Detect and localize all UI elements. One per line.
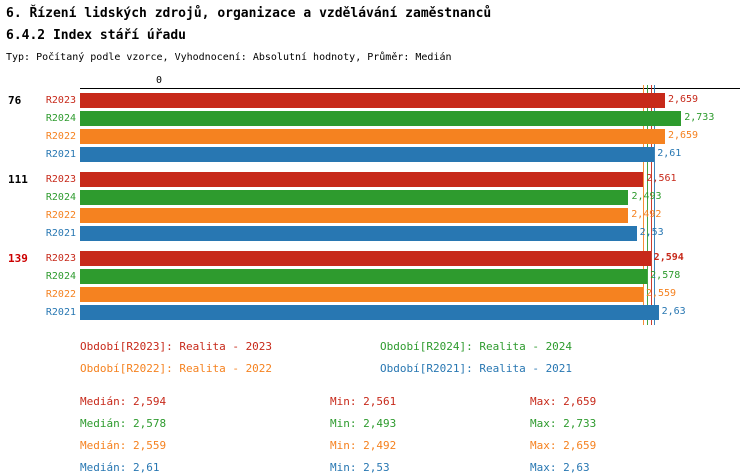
bar-track: 2,63 [80,304,740,320]
bar-111-r2022 [80,207,629,223]
chart-subtitle: 6.4.2 Index stáří úřadu [6,28,187,43]
bar-row: 111 R2023 2,561 [0,170,750,188]
series-label: R2023 [45,94,76,106]
series-label: R2023 [45,173,76,185]
bar-row: R2022 2,559 [0,285,750,303]
legend-item-r2022: Období[R2022]: Realita - 2022 [80,362,273,375]
bar-row: R2021 2,53 [0,224,750,242]
bar-value-label: 2,659 [667,93,699,105]
bar-value-label: 2,61 [657,147,682,159]
bar-track: 2,53 [80,225,740,241]
stat-max-r2021: Max: 2,63 [530,461,590,474]
bar-row: R2022 2,659 [0,127,750,145]
bar-track: 2,492 [80,207,740,223]
series-label: R2023 [45,252,76,264]
stat-median-r2024: Medián: 2,578 [80,417,167,430]
bar-track: 2,659 [80,128,740,144]
stat-min-r2024: Min: 2,493 [330,417,397,430]
bar-139-r2022 [80,286,643,302]
legend: Období[R2023]: Realita - 2023 Období[R20… [80,339,700,376]
bar-track: 2,559 [80,286,740,302]
legend-item-r2023: Období[R2023]: Realita - 2023 [80,340,273,353]
series-label: R2022 [45,130,76,142]
x-axis-line [80,88,740,89]
stat-median-r2022: Medián: 2,559 [80,439,167,452]
stats-table: Medián: 2,594 Min: 2,561 Max: 2,659 Medi… [80,394,740,475]
bar-139-r2023 [80,250,651,266]
stat-median-r2021: Medián: 2,61 [80,461,160,474]
bar-track: 2,61 [80,146,740,162]
bar-value-label: 2,53 [639,226,664,238]
stat-min-r2021: Min: 2,53 [330,461,390,474]
bar-row: R2021 2,61 [0,145,750,163]
stat-max-r2023: Max: 2,659 [530,395,597,408]
bar-value-label: 2,492 [631,208,662,220]
x-axis-origin-label: 0 [156,75,163,86]
series-label: R2021 [45,306,76,318]
bar-111-r2024 [80,189,629,205]
bar-row: R2024 2,733 [0,109,750,127]
bar-row: 139 R2023 2,594 [0,249,750,267]
bar-row: R2024 2,578 [0,267,750,285]
series-label: R2024 [45,270,76,282]
series-label: R2024 [45,112,76,124]
page-title: 6. Řízení lidských zdrojů, organizace a … [6,6,492,21]
bar-value-label: 2,559 [645,287,677,299]
series-label: R2021 [45,148,76,160]
bar-value-label: 2,63 [661,305,686,317]
bar-111-r2021 [80,225,637,241]
stat-max-r2022: Max: 2,659 [530,439,597,452]
bar-76-r2021 [80,146,655,162]
bar-139-r2024 [80,268,648,284]
bar-value-label: 2,561 [646,172,677,184]
bar-row: R2021 2,63 [0,303,750,321]
group-label: 111 [8,172,28,186]
bar-row: R2024 2,493 [0,188,750,206]
bar-track: 2,733 [80,110,740,126]
chart-header: 6. Řízení lidských zdrojů, organizace a … [6,6,491,63]
bar-row: 76 R2023 2,659 [0,91,750,109]
bar-value-label: 2,594 [653,251,684,263]
bar-76-r2022 [80,128,665,144]
series-label: R2022 [45,288,76,300]
series-label: R2021 [45,227,76,239]
series-label: R2024 [45,191,76,203]
bar-value-label: 2,733 [684,111,715,123]
bar-value-label: 2,493 [631,190,662,202]
bar-track: 2,594 [80,250,740,266]
plot-area: 76 R2023 2,659 R2024 2,733 R2022 2,659 R2021 2,6… [0,91,750,321]
bar-track: 2,561 [80,171,740,187]
stat-max-r2024: Max: 2,733 [530,417,597,430]
bar-76-r2024 [80,110,682,126]
bar-76-r2023 [80,92,665,108]
series-label: R2022 [45,209,76,221]
bar-value-label: 2,659 [667,129,699,141]
bar-111-r2023 [80,171,644,187]
bar-track: 2,578 [80,268,740,284]
legend-item-r2024: Období[R2024]: Realita - 2024 [380,340,573,353]
group-label: 139 [8,251,28,265]
stat-median-r2023: Medián: 2,594 [80,395,167,408]
stat-min-r2022: Min: 2,492 [330,439,397,452]
bar-track: 2,493 [80,189,740,205]
bar-track: 2,659 [80,92,740,108]
group-label: 76 [8,93,22,107]
bar-row: R2022 2,492 [0,206,750,224]
bar-chart: 0 76 R2023 2,659 R2024 2,733 R2022 2,659 R2021 2… [0,75,750,328]
stat-min-r2023: Min: 2,561 [330,395,397,408]
bar-value-label: 2,578 [650,269,681,281]
chart-meta-line: Typ: Počítaný podle vzorce, Vyhodnocení:… [6,52,452,63]
bar-139-r2021 [80,304,659,320]
legend-item-r2021: Období[R2021]: Realita - 2021 [380,362,573,375]
